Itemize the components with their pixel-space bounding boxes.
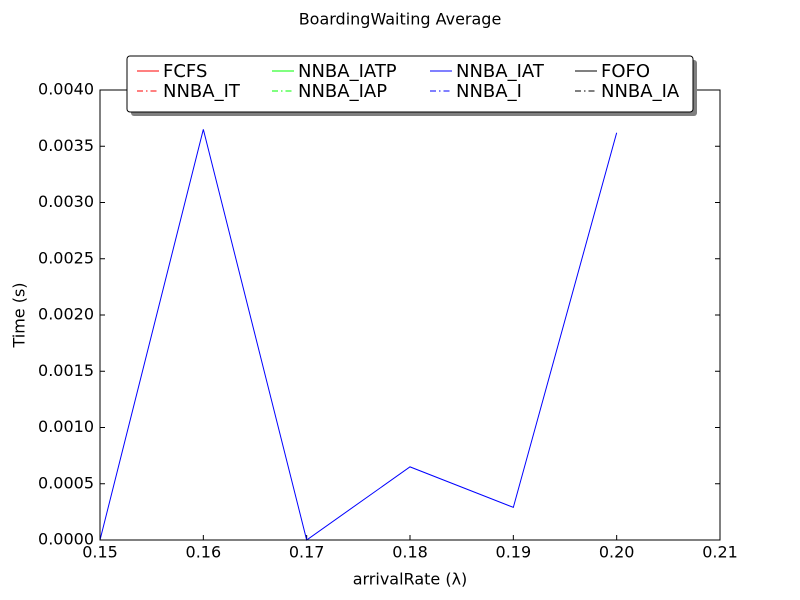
legend-label: NNBA_IAT [456,61,545,82]
y-tick-label: 0.0020 [38,305,94,324]
chart-title: BoardingWaiting Average [299,10,502,29]
y-tick-label: 0.0000 [38,530,94,549]
legend-label: NNBA_IA [601,81,680,102]
x-tick-label: 0.18 [392,543,428,562]
y-tick-label: 0.0025 [38,248,94,267]
legend-label: FCFS [163,61,207,82]
x-tick-label: 0.20 [599,543,635,562]
legend-label: NNBA_IT [163,81,241,102]
x-tick-label: 0.15 [82,543,118,562]
y-tick-label: 0.0005 [38,473,94,492]
y-tick-label: 0.0030 [38,192,94,211]
x-tick-label: 0.16 [186,543,222,562]
y-tick-label: 0.0040 [38,80,94,99]
x-tick-label: 0.19 [496,543,532,562]
series-line [99,129,618,541]
legend-label: NNBA_IAP [298,81,387,102]
legend-label: NNBA_IATP [298,61,397,82]
y-tick-label: 0.0015 [38,361,94,380]
x-tick-label: 0.17 [289,543,325,562]
legend-label: NNBA_I [456,81,522,102]
y-tick-label: 0.0035 [38,136,94,155]
x-tick-label: 0.21 [702,543,738,562]
legend-label: FOFO [601,61,650,82]
x-axis-label: arrivalRate (λ) [353,570,468,589]
y-tick-label: 0.0010 [38,417,94,436]
legend-box [126,55,694,113]
y-axis-label: Time (s) [10,282,29,348]
